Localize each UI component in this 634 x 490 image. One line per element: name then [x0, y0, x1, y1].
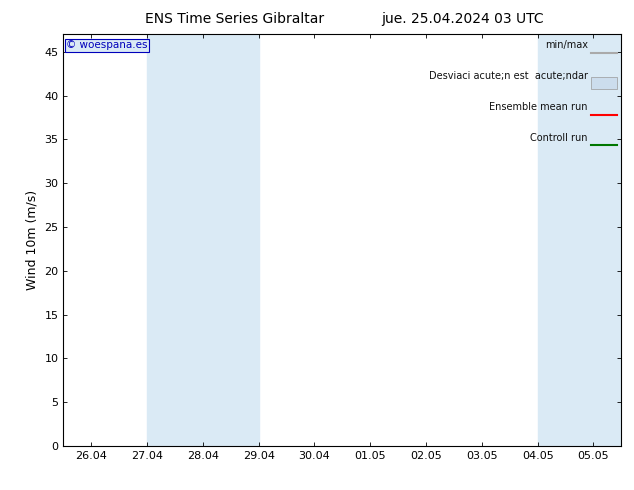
Text: Desviaci acute;n est  acute;ndar: Desviaci acute;n est acute;ndar	[429, 72, 588, 81]
Text: Ensemble mean run: Ensemble mean run	[489, 102, 588, 112]
Text: Controll run: Controll run	[531, 133, 588, 143]
Text: jue. 25.04.2024 03 UTC: jue. 25.04.2024 03 UTC	[382, 12, 544, 26]
Y-axis label: Wind 10m (m/s): Wind 10m (m/s)	[26, 190, 39, 290]
Bar	[147, 34, 259, 446]
Bar	[538, 34, 621, 446]
Text: © woespana.es: © woespana.es	[66, 41, 148, 50]
Bar	[591, 77, 618, 89]
Text: ENS Time Series Gibraltar: ENS Time Series Gibraltar	[145, 12, 324, 26]
Text: min/max: min/max	[545, 41, 588, 50]
